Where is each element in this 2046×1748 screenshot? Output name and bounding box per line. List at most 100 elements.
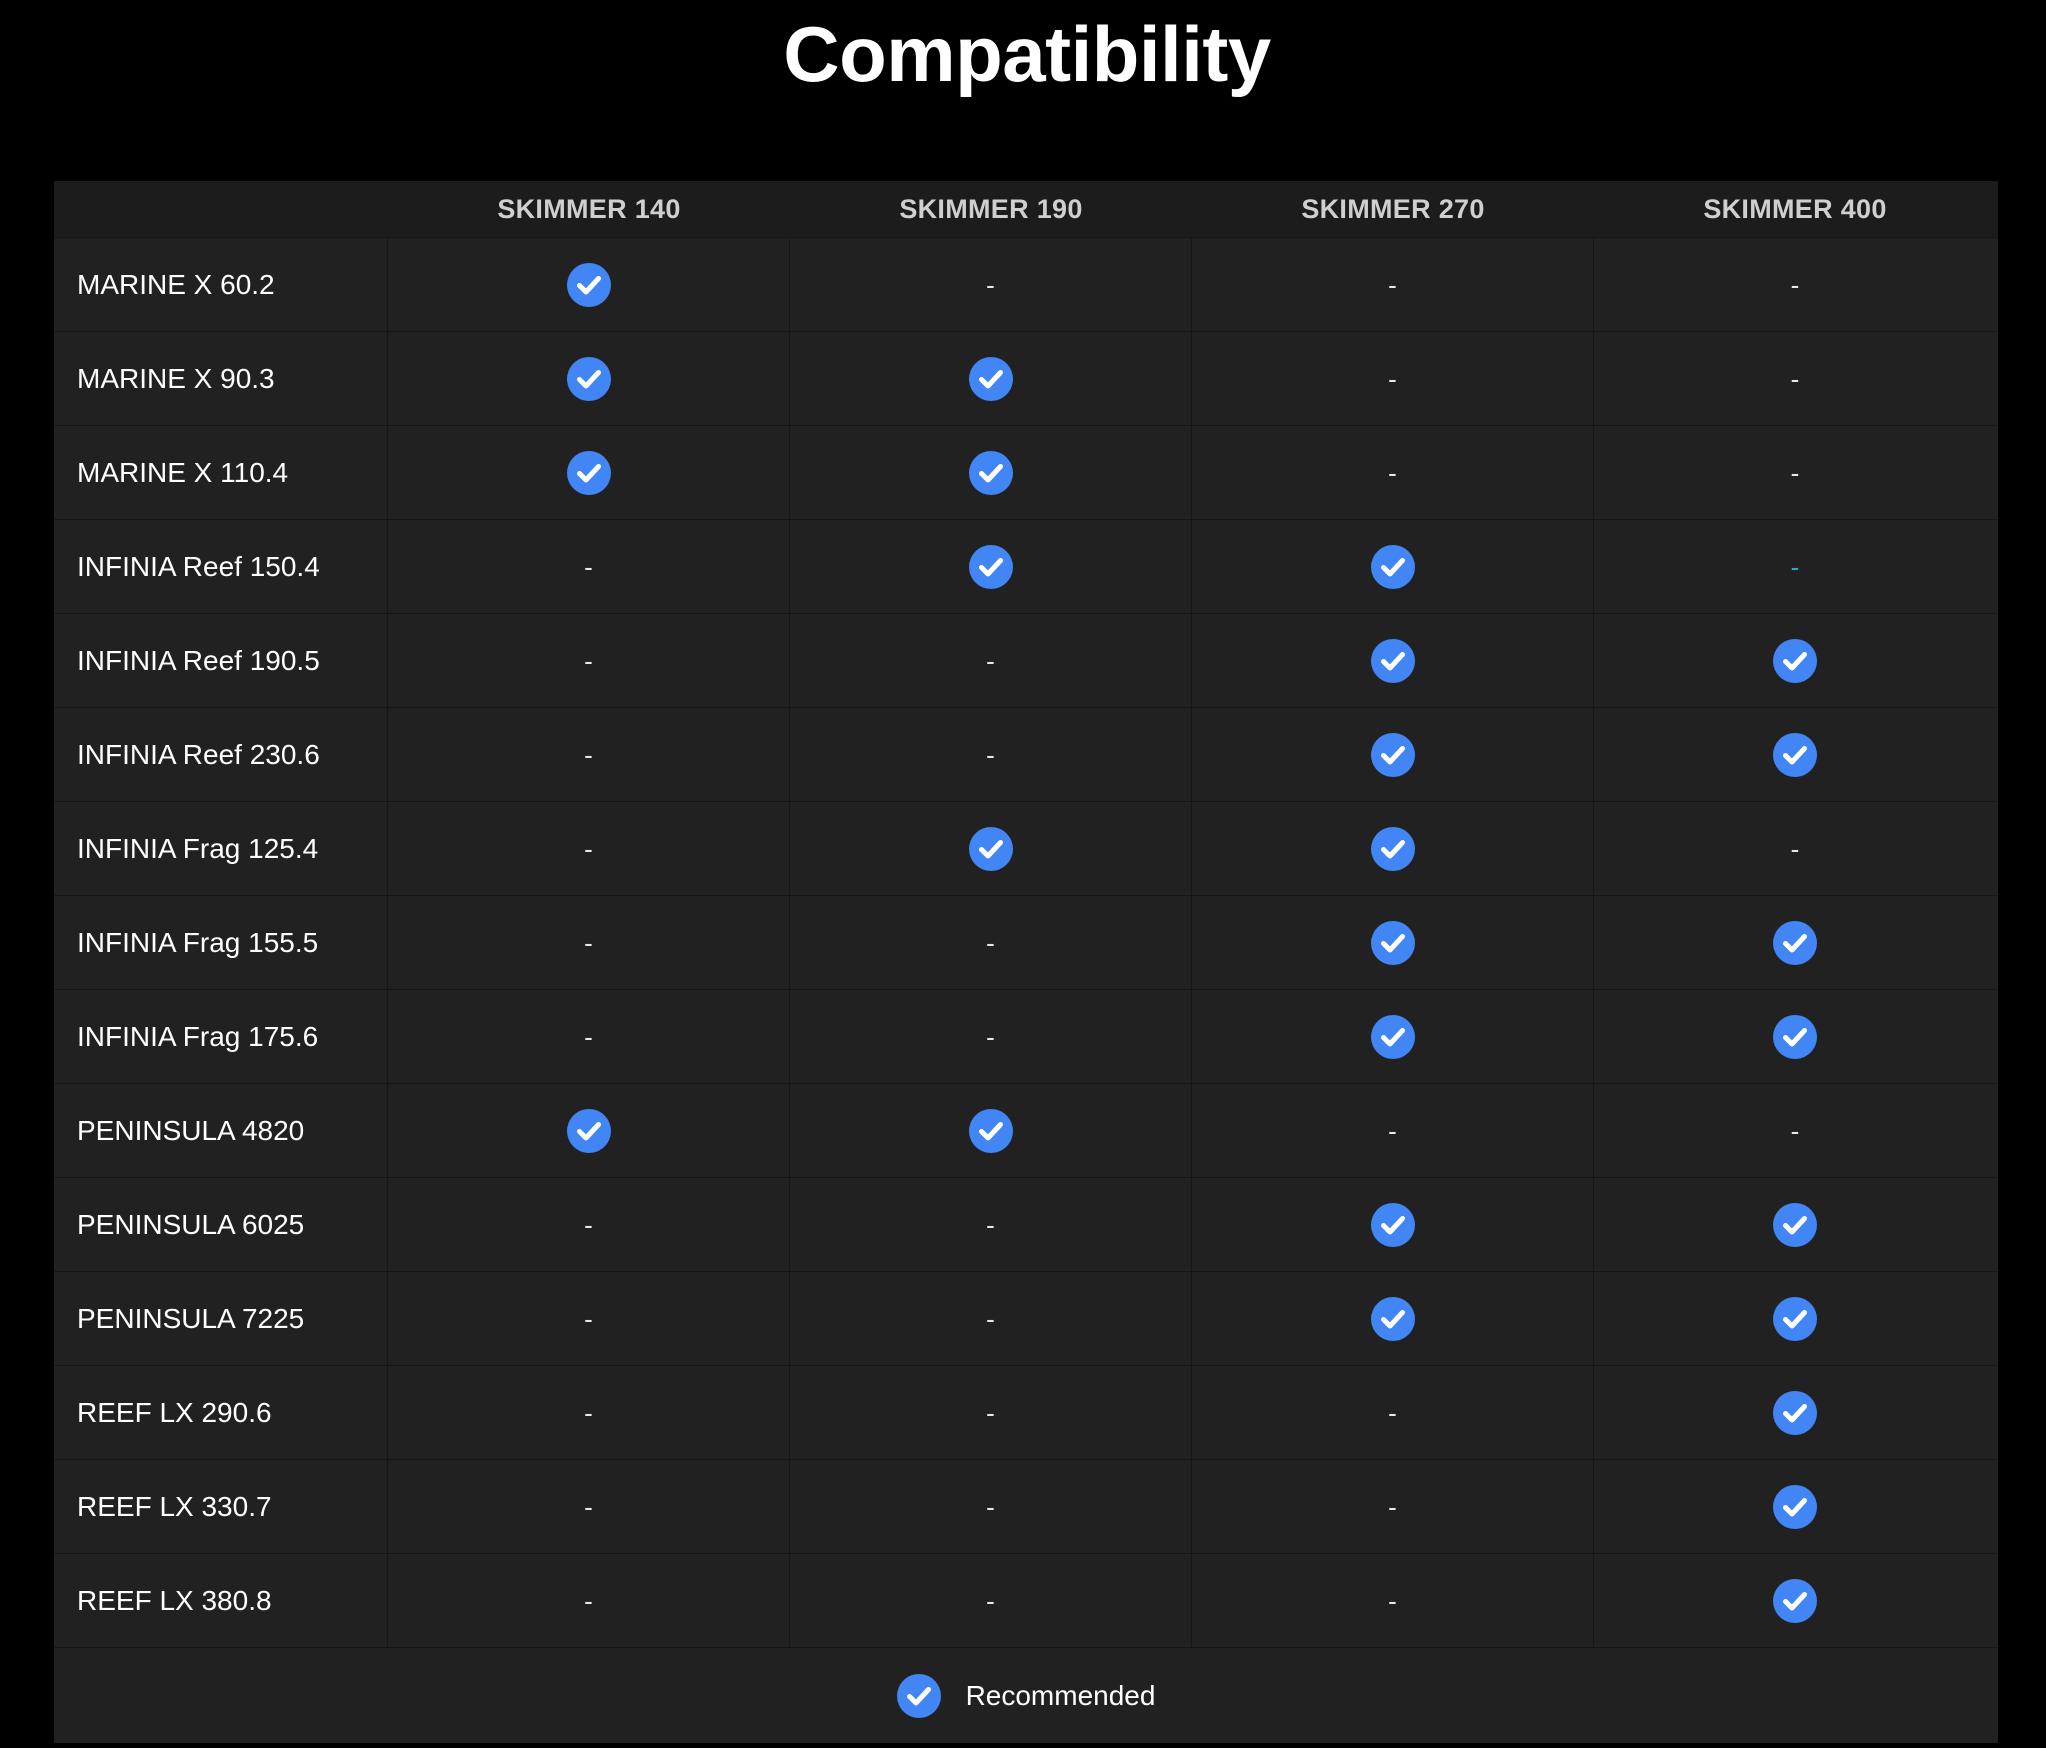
table-cell: - [388,614,790,707]
table-cell: - [790,708,1192,801]
check-circle-icon [1773,1390,1817,1435]
legend: Recommended [54,1647,1998,1743]
page-title: Compatibility [783,10,1271,98]
row-label: INFINIA Frag 125.4 [54,802,388,895]
dash-icon: - [986,645,995,676]
row-label: REEF LX 330.7 [54,1460,388,1553]
table-cell [1192,990,1594,1083]
table-cell: - [388,708,790,801]
check-circle-icon [566,450,611,495]
check-circle-icon [1773,638,1817,683]
table-cell: - [388,1460,790,1553]
table-cell [790,1084,1192,1177]
table-cell: - [388,1178,790,1271]
table-row: INFINIA Reef 230.6 - - [54,707,1998,801]
dash-icon: - [1388,1491,1397,1522]
dash-icon: - [1790,363,1800,394]
table-cell: - [1192,1084,1594,1177]
dash-icon: - [584,927,593,958]
dash-icon: - [986,269,995,300]
table-cell [1594,614,1996,707]
table-cell [1594,1366,1996,1459]
row-label: MARINE X 60.2 [54,238,388,331]
check-circle-icon [1370,544,1415,589]
table-cell: - [790,1272,1192,1365]
check-circle-icon [1370,920,1415,965]
check-circle-icon [1370,1296,1415,1341]
table-cell: - [1594,802,1996,895]
column-header-skimmer-270: SKIMMER 270 [1301,194,1485,224]
table-cell: - [1192,1554,1594,1647]
row-label: REEF LX 380.8 [54,1554,388,1647]
row-label: INFINIA Reef 190.5 [54,614,388,707]
table-cell: - [1192,426,1594,519]
check-circle-icon [566,262,611,307]
table-cell: - [388,1366,790,1459]
table-cell: - [1594,332,1996,425]
table-cell: - [1594,1084,1996,1177]
row-label: PENINSULA 6025 [54,1178,388,1271]
table-cell: - [1192,238,1594,331]
check-circle-icon [1773,1296,1817,1341]
table-cell [388,238,790,331]
check-circle-icon [1773,920,1817,965]
check-circle-icon [968,356,1013,401]
check-circle-icon [896,1673,941,1718]
check-circle-icon [1370,1202,1415,1247]
dash-icon: - [584,1209,593,1240]
table-row: INFINIA Frag 125.4 - - [54,801,1998,895]
table-cell: - [388,1272,790,1365]
dash-icon: - [986,1397,995,1428]
table-cell [1594,1460,1996,1553]
table-cell: - [790,1178,1192,1271]
table-cell: - [388,802,790,895]
row-label: INFINIA Reef 150.4 [54,520,388,613]
table-row: INFINIA Frag 155.5 - - [54,895,1998,989]
table-cell [1594,708,1996,801]
table-cell: - [388,1554,790,1647]
dash-icon: - [584,1397,593,1428]
row-label: INFINIA Frag 175.6 [54,990,388,1083]
table-row: MARINE X 110.4 - - [54,425,1998,519]
table-cell: - [1192,1366,1594,1459]
table-row: INFINIA Frag 175.6 - - [54,989,1998,1083]
table-cell: - [1594,426,1996,519]
dash-icon: - [584,645,593,676]
table-row: MARINE X 90.3 - - [54,331,1998,425]
check-circle-icon [1773,1014,1817,1059]
dash-icon: - [1388,1397,1397,1428]
check-circle-icon [566,356,611,401]
table-cell [1192,802,1594,895]
dash-icon: - [1388,363,1397,394]
table-row: INFINIA Reef 150.4 - - [54,519,1998,613]
row-label: MARINE X 110.4 [54,426,388,519]
row-label: MARINE X 90.3 [54,332,388,425]
check-circle-icon [1773,1202,1817,1247]
check-circle-icon [566,1108,611,1153]
dash-icon: - [986,1021,995,1052]
table-cell: - [1594,238,1996,331]
table-cell: - [388,896,790,989]
check-circle-icon [968,450,1013,495]
table-cell [1192,520,1594,613]
compatibility-table: SKIMMER 140 SKIMMER 190 SKIMMER 270 SKIM… [54,181,1998,1743]
table-cell [388,332,790,425]
dash-icon: - [1388,457,1397,488]
table-header-row: SKIMMER 140 SKIMMER 190 SKIMMER 270 SKIM… [54,181,1998,237]
check-circle-icon [1773,1578,1817,1623]
table-cell: - [790,1554,1192,1647]
table-row: PENINSULA 6025 - - [54,1177,1998,1271]
table-cell: - [388,990,790,1083]
dash-icon: - [986,1491,995,1522]
dash-icon: - [986,1585,995,1616]
dash-icon: - [986,1303,995,1334]
check-circle-icon [1773,1484,1817,1529]
dash-icon: - [584,739,593,770]
table-cell [1192,614,1594,707]
dash-icon: - [986,1209,995,1240]
table-cell: - [1594,520,1996,613]
dash-icon: - [986,739,995,770]
column-header-skimmer-140: SKIMMER 140 [497,194,681,224]
check-circle-icon [968,544,1013,589]
table-cell [1594,1178,1996,1271]
